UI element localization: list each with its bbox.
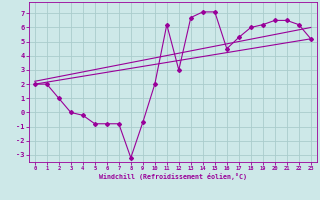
X-axis label: Windchill (Refroidissement éolien,°C): Windchill (Refroidissement éolien,°C) [99,173,247,180]
